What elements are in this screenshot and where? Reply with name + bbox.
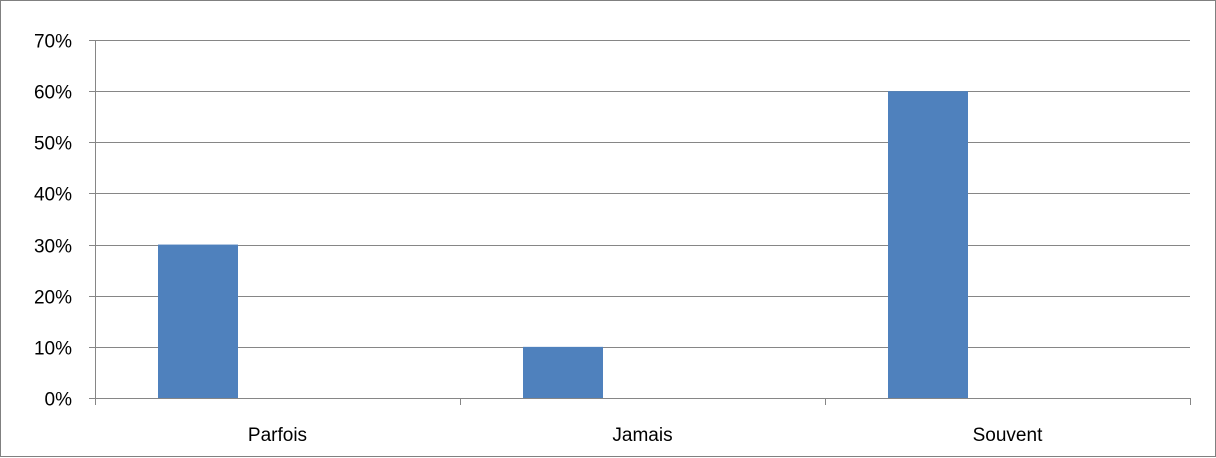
x-axis-category-labels: Parfois Jamais Souvent <box>248 425 1043 446</box>
y-tick-label: 50% <box>34 134 72 155</box>
y-tick-label: 0% <box>45 390 73 411</box>
x-category-label: Parfois <box>248 425 307 446</box>
y-tick-label: 60% <box>34 83 72 104</box>
y-tick-label: 70% <box>34 32 72 53</box>
y-tick-label: 10% <box>34 339 72 360</box>
gridlines <box>95 40 1190 348</box>
y-tick-label: 30% <box>34 237 72 258</box>
bar-souvent <box>888 91 968 399</box>
bar-jamais <box>523 346 603 398</box>
y-tick-label: 40% <box>34 185 72 206</box>
bar-parfois <box>158 244 238 398</box>
x-category-label: Jamais <box>612 425 672 446</box>
y-tick-label: 20% <box>34 288 72 309</box>
bars <box>158 91 968 399</box>
y-axis-tick-labels: 0% 10% 20% 30% 40% 50% 60% 70% <box>34 32 72 411</box>
axes <box>89 40 1191 405</box>
x-category-label: Souvent <box>973 425 1043 446</box>
